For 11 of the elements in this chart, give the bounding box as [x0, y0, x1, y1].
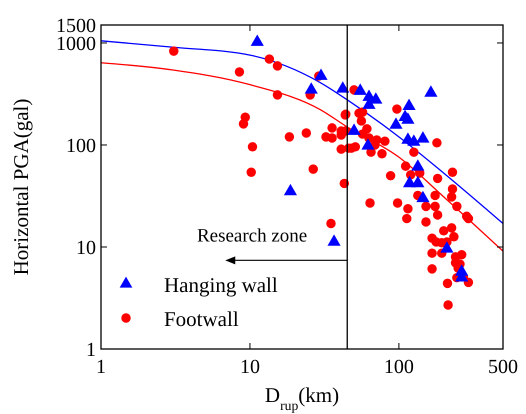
x-axis-title: D$_{rup}$(km) — [264, 383, 340, 412]
y-tick-label: 10 — [76, 236, 96, 259]
legend-label: Hanging wall — [164, 273, 278, 297]
y-tick-label: 1 — [86, 339, 96, 361]
legend-label: Footwall — [164, 307, 239, 331]
x-tick-label: 100 — [384, 356, 414, 378]
annotation: Research zone — [196, 225, 308, 246]
x-tick-label: 500 — [488, 356, 518, 378]
y-axis-title: Horizontal PGA(gal) — [9, 98, 33, 276]
y-tick-label: 100 — [66, 134, 96, 157]
x-tick-label: 10 — [240, 356, 260, 378]
